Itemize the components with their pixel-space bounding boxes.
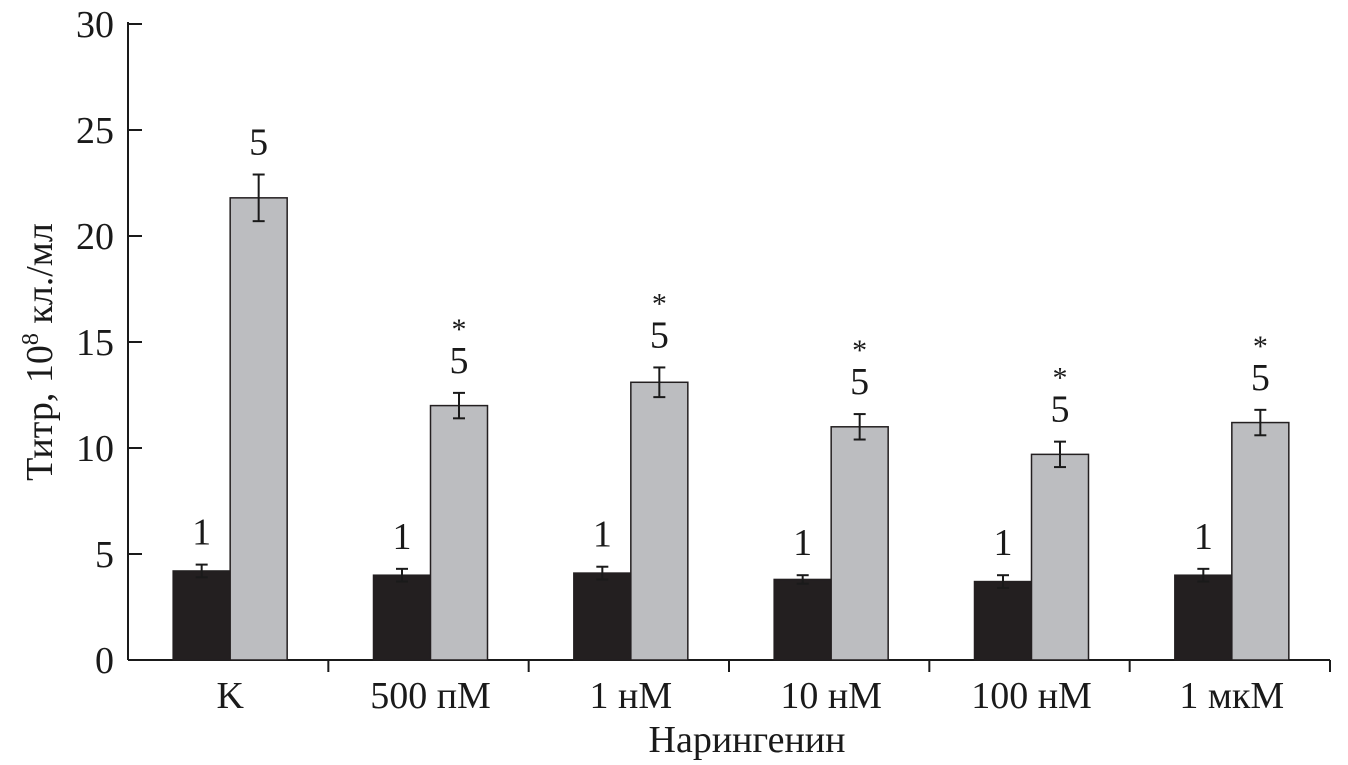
- bar-series-2: [229, 197, 288, 661]
- bar-series-1: [372, 574, 432, 661]
- y-tick-label: 0: [95, 640, 114, 682]
- x-axis: K 500 пМ 1 нМ 10 нМ 100 нМ 1 мкМ: [128, 659, 1331, 717]
- significance-marker: *: [1053, 362, 1068, 395]
- bar-series-2: [830, 426, 889, 661]
- y-axis-title: Титр, 108 кл./мл: [18, 223, 61, 481]
- bar-series-1: [773, 578, 832, 661]
- bar-series-label: 1: [994, 522, 1013, 564]
- bar-series-label: 1: [793, 522, 812, 564]
- bar-series-label: 5: [249, 122, 268, 164]
- significance-marker: *: [1253, 330, 1268, 363]
- y-axis-title-main: Титр, 10: [19, 345, 61, 481]
- bar-series-1: [573, 572, 632, 661]
- bar-series-2: [630, 381, 689, 661]
- y-tick-label: 10: [76, 428, 114, 470]
- bar-series-label: 5: [1051, 389, 1070, 431]
- bar-series-label: 1: [1194, 516, 1213, 558]
- y-axis: 0 5 10 15 20 25 30: [76, 4, 142, 682]
- y-tick-label: 25: [76, 110, 114, 152]
- x-tick-label: 1 нМ: [590, 675, 673, 717]
- bar-series-2: [429, 404, 489, 661]
- bar-series-label: 5: [450, 340, 469, 382]
- bar-series-label: 5: [850, 361, 869, 403]
- x-tick-label: 1 мкМ: [1179, 675, 1284, 717]
- bar-series-label: 1: [393, 516, 412, 558]
- bar-series-label: 1: [593, 514, 612, 556]
- bar-series-2: [1030, 453, 1090, 661]
- bar-series-1: [1174, 574, 1233, 661]
- y-tick-label: 20: [76, 216, 114, 258]
- bar-series-label: 1: [192, 512, 211, 554]
- bar-series-1: [172, 570, 231, 661]
- x-axis-title: Нарингенин: [649, 719, 846, 761]
- y-tick-label: 5: [95, 534, 114, 576]
- significance-marker: *: [652, 287, 667, 320]
- y-tick-label: 15: [76, 322, 114, 364]
- bar-series-label: 5: [1251, 357, 1270, 399]
- significance-marker: *: [852, 334, 867, 367]
- y-axis-title-unit: кл./мл: [19, 223, 61, 333]
- bar-series-1: [973, 580, 1033, 661]
- y-axis-title-superscript: 8: [18, 333, 44, 345]
- x-tick-label: 100 нМ: [971, 675, 1092, 717]
- significance-marker: *: [452, 313, 467, 346]
- x-tick-label: K: [216, 675, 244, 717]
- x-tick-label: 500 пМ: [370, 675, 491, 717]
- x-tick-label: 10 нМ: [780, 675, 882, 717]
- bar-series-2: [1231, 421, 1290, 661]
- y-tick-label: 30: [76, 4, 114, 46]
- bar-series-label: 5: [650, 314, 669, 356]
